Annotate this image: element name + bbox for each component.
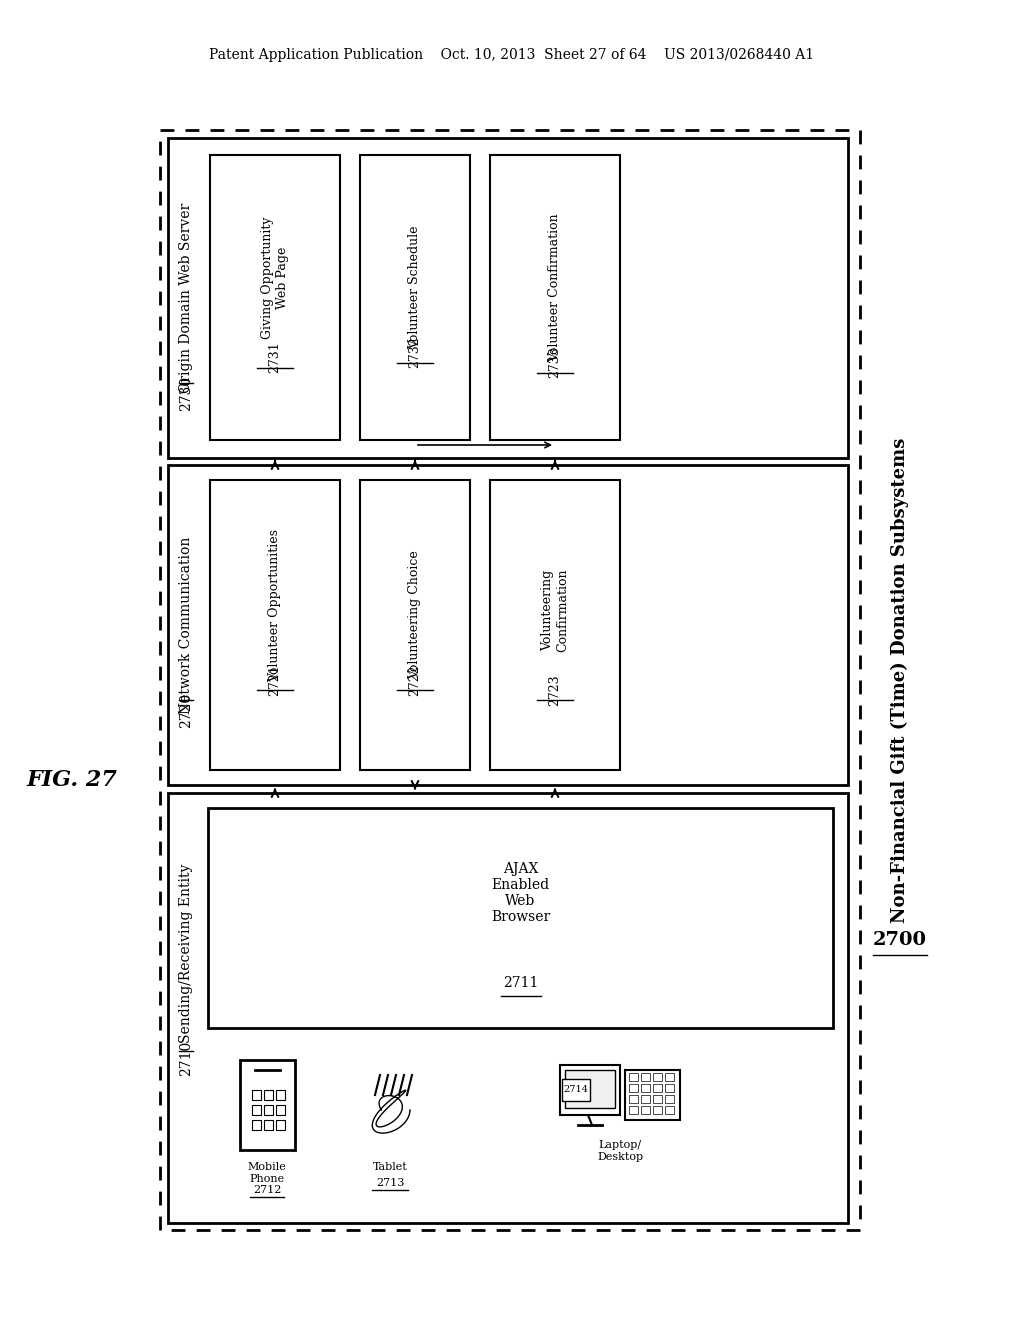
Bar (360, 154, 470, 440)
Bar (641, 1106, 650, 1114)
Text: 2733: 2733 (549, 347, 561, 379)
Text: Mobile
Phone: Mobile Phone (248, 1162, 287, 1184)
Bar (565, 1071, 615, 1107)
Bar (264, 1105, 273, 1115)
Text: Volunteer Schedule: Volunteer Schedule (409, 226, 422, 350)
Bar (490, 154, 620, 440)
Bar (665, 1096, 674, 1104)
Bar (276, 1119, 285, 1130)
Bar (665, 1084, 674, 1092)
Text: Tablet: Tablet (373, 1162, 408, 1172)
Text: 2713: 2713 (376, 1177, 404, 1188)
Bar (208, 808, 833, 1028)
Bar (653, 1084, 662, 1092)
Bar (252, 1090, 261, 1100)
Bar (641, 1073, 650, 1081)
Bar (168, 465, 848, 785)
Bar (210, 480, 340, 770)
Text: 2710: 2710 (179, 1040, 193, 1076)
Text: 2732: 2732 (409, 337, 422, 368)
Text: 2714: 2714 (563, 1085, 589, 1094)
Bar (641, 1096, 650, 1104)
Text: Volunteer Opportunities: Volunteer Opportunities (268, 528, 282, 681)
Bar (625, 1071, 680, 1119)
Text: 2721: 2721 (268, 664, 282, 696)
Bar (562, 1078, 590, 1101)
Text: 2731: 2731 (268, 342, 282, 374)
Bar (264, 1090, 273, 1100)
Text: FIG. 27: FIG. 27 (27, 770, 118, 791)
Bar (252, 1105, 261, 1115)
Bar (240, 1060, 295, 1150)
Bar (629, 1084, 638, 1092)
Text: Volunteering Choice: Volunteering Choice (409, 550, 422, 680)
Text: 2700: 2700 (873, 931, 927, 949)
Text: 2723: 2723 (549, 675, 561, 706)
Bar (252, 1119, 261, 1130)
Bar (665, 1106, 674, 1114)
Bar (653, 1073, 662, 1081)
Bar (168, 793, 848, 1224)
Text: Sending/Receiving Entity: Sending/Receiving Entity (179, 863, 193, 1043)
Bar (264, 1119, 273, 1130)
Bar (360, 480, 470, 770)
Text: 2722: 2722 (409, 664, 422, 696)
Bar (560, 1065, 620, 1115)
Text: Volunteer Confirmation: Volunteer Confirmation (549, 214, 561, 362)
Text: Patent Application Publication    Oct. 10, 2013  Sheet 27 of 64    US 2013/02684: Patent Application Publication Oct. 10, … (210, 48, 814, 62)
Text: 2720: 2720 (179, 693, 193, 727)
Bar (653, 1096, 662, 1104)
Text: Non-Financial Gift (Time) Donation Subsystems: Non-Financial Gift (Time) Donation Subsy… (891, 437, 909, 923)
Bar (210, 154, 340, 440)
Text: Origin Domain Web Server: Origin Domain Web Server (179, 203, 193, 393)
Text: 2712: 2712 (253, 1185, 282, 1195)
Bar (629, 1106, 638, 1114)
Text: Laptop/
Desktop: Laptop/ Desktop (597, 1140, 643, 1162)
Text: 2711: 2711 (503, 975, 539, 990)
Bar (160, 129, 860, 1230)
Text: 2730: 2730 (179, 375, 193, 411)
Text: Giving Opportunity
Web Page: Giving Opportunity Web Page (261, 216, 289, 339)
Bar (168, 139, 848, 458)
Bar (629, 1096, 638, 1104)
Bar (629, 1073, 638, 1081)
Text: Volunteering
Confirmation: Volunteering Confirmation (541, 568, 569, 652)
Bar (665, 1073, 674, 1081)
Text: AJAX
Enabled
Web
Browser: AJAX Enabled Web Browser (490, 862, 550, 924)
Bar (490, 480, 620, 770)
Bar (653, 1106, 662, 1114)
Bar (276, 1090, 285, 1100)
Bar (641, 1084, 650, 1092)
Bar (276, 1105, 285, 1115)
Text: Network Communication: Network Communication (179, 536, 193, 714)
